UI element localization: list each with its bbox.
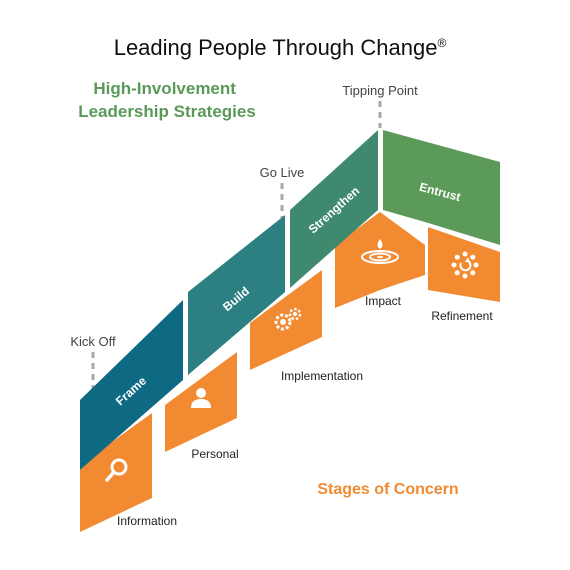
strategies-heading: High-Involvement Leadership Strategies	[78, 79, 256, 121]
concern-panel-information	[80, 413, 152, 532]
concern-panel-personal	[165, 352, 237, 452]
strategy-panel-strengthen: Strengthen	[290, 130, 378, 288]
person-icon	[191, 388, 211, 408]
milestone-kick-off: Kick Off	[70, 334, 116, 390]
magnifier-icon	[105, 458, 128, 482]
concern-panel-refinement	[428, 227, 500, 302]
milestone-go-live: Go Live	[260, 165, 305, 222]
concern-panel-implementation	[250, 270, 322, 370]
concern-panel-impact	[335, 212, 425, 308]
strategy-panel-frame: Frame	[80, 300, 183, 470]
svg-text:Go Live: Go Live	[260, 165, 305, 180]
milestone-tipping-point: Tipping Point	[342, 83, 418, 128]
concern-label-information: Information	[117, 514, 177, 528]
concern-label-implementation: Implementation	[281, 369, 363, 383]
concern-label-personal: Personal	[191, 447, 238, 461]
strategy-panel-build: Build	[188, 215, 285, 375]
gears-icon	[274, 307, 302, 331]
strategy-panel-entrust: Entrust	[383, 130, 500, 245]
svg-text:Tipping Point: Tipping Point	[342, 83, 418, 98]
diagram-title: Leading People Through Change®	[114, 35, 447, 60]
ripple-icon	[361, 239, 399, 264]
svg-text:Kick Off: Kick Off	[70, 334, 116, 349]
stages-heading: Stages of Concern	[317, 481, 458, 498]
concern-label-impact: Impact	[365, 294, 402, 308]
concern-label-refinement: Refinement	[431, 309, 493, 323]
refresh-cycle-icon	[451, 251, 479, 279]
